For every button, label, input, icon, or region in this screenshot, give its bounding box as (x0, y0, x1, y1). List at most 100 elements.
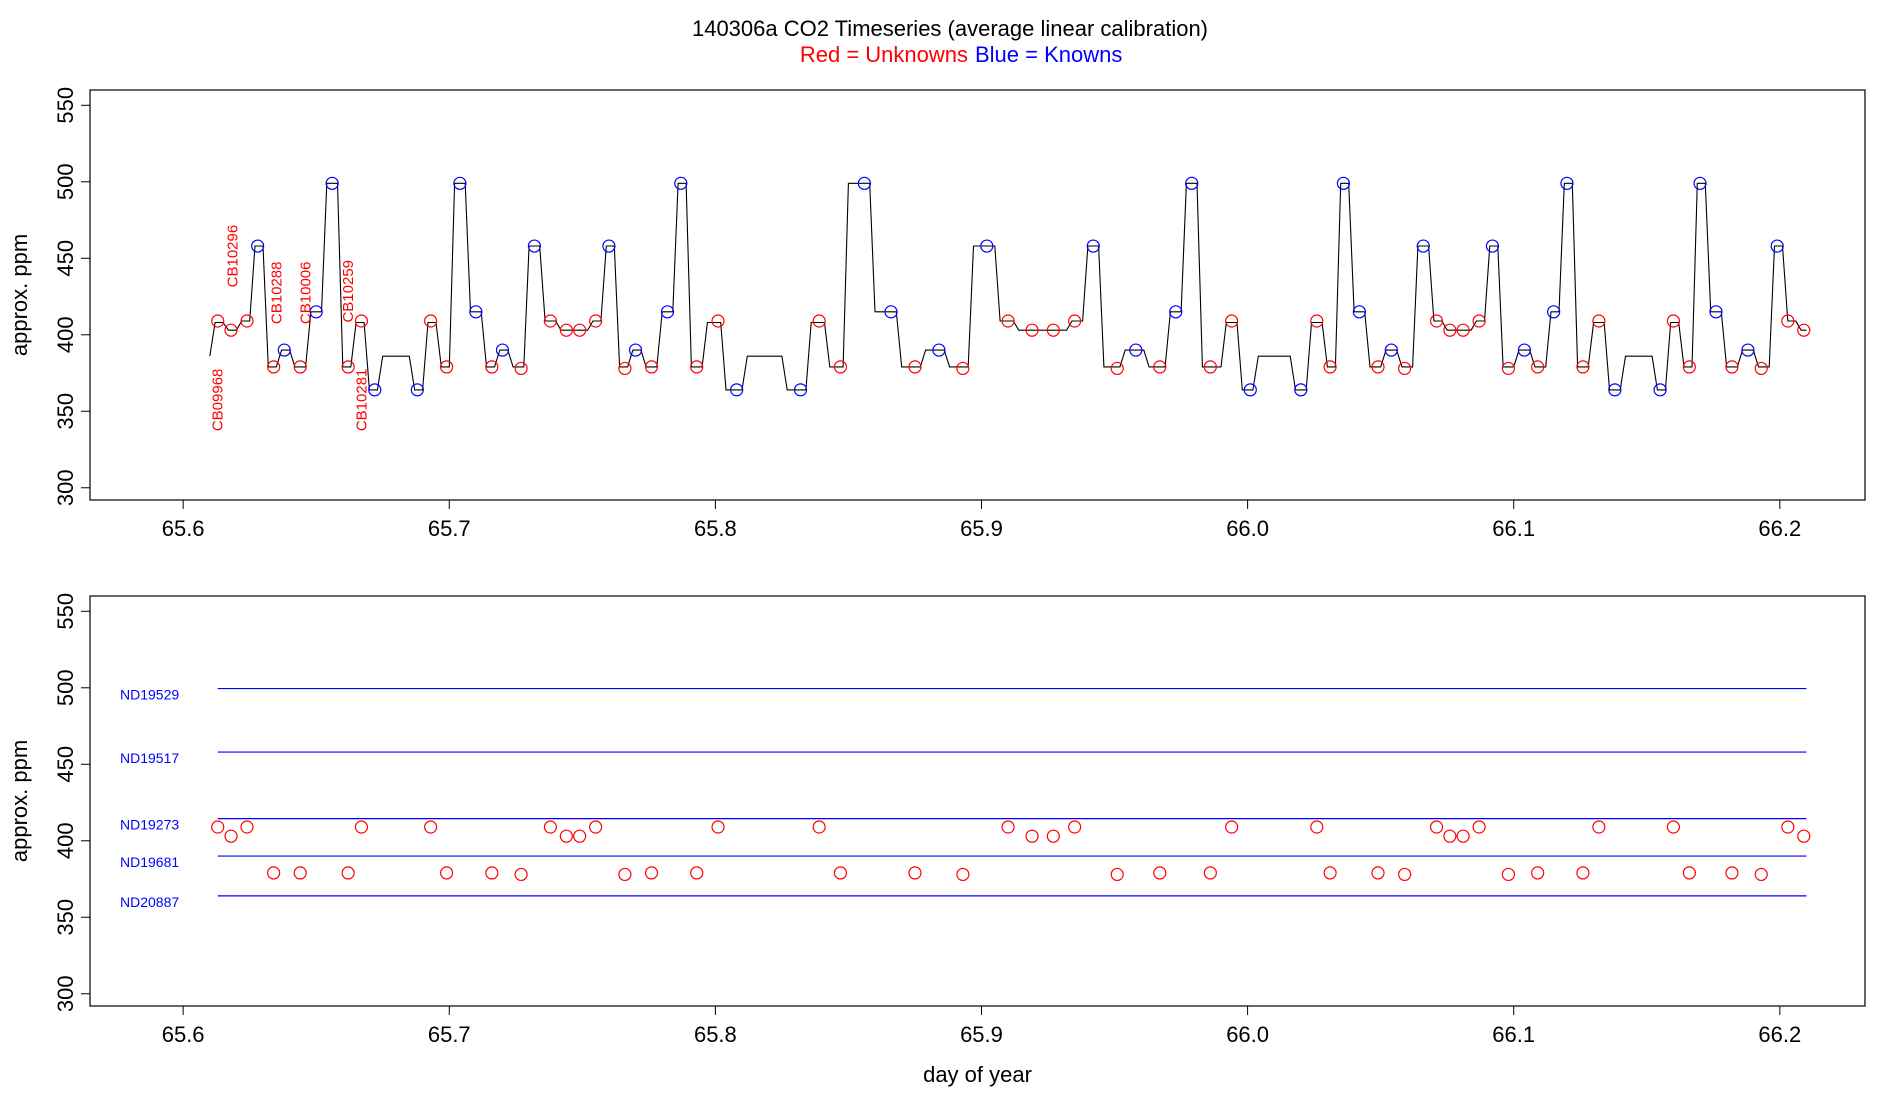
unknown-point (293, 866, 307, 880)
x-tick-label: 66.0 (1226, 516, 1269, 541)
unknown-point (1531, 866, 1545, 880)
unknown-point (1153, 866, 1167, 880)
unknown-point (1225, 314, 1239, 328)
unknown-point (559, 829, 573, 843)
unknown-point (354, 820, 369, 834)
known-point (453, 176, 467, 190)
x-axis-label: day of year (923, 1062, 1032, 1087)
unknown-point (1472, 820, 1486, 834)
unknown-point (573, 323, 587, 337)
known-point (1185, 176, 1199, 190)
unknown-point (543, 820, 557, 834)
x-tick-label: 66.2 (1758, 516, 1801, 541)
unknown-point (644, 866, 659, 880)
unknown-point (690, 866, 704, 880)
unknown-point (211, 820, 225, 834)
legend-unknowns: Red = Unknowns (800, 42, 968, 67)
unknown-point (1371, 360, 1385, 374)
unknown-point (1001, 820, 1015, 834)
known-point (1294, 383, 1308, 397)
y-tick-label: 400 (53, 316, 78, 353)
unknown-point (833, 360, 848, 374)
y-tick-label: 550 (53, 593, 78, 630)
known-point (1352, 305, 1366, 319)
known-point (1243, 383, 1257, 397)
timeseries-panel: 65.6 65.7 65.8 65.9 66.0 66.1 66.2 300 350 400 450… (7, 87, 1866, 541)
unknown-point (1666, 314, 1680, 328)
unknown-point (1456, 323, 1470, 337)
unknown-point (267, 866, 281, 880)
known-point (1709, 305, 1723, 319)
known-point (325, 176, 339, 190)
unknown-point (1068, 314, 1082, 328)
unknown-point (1429, 820, 1444, 834)
known-point (1129, 343, 1143, 357)
unknown-point (573, 829, 587, 843)
unknown-point (1781, 820, 1795, 834)
unknown-point (690, 360, 704, 374)
x-tick-label: 66.1 (1492, 1022, 1535, 1047)
y-tick-label: 400 (53, 822, 78, 859)
y-axis-label: approx. ppm (7, 234, 32, 356)
x-tick-label: 65.9 (960, 516, 1003, 541)
unknown-point (1592, 314, 1606, 328)
known-point (628, 343, 643, 357)
x-tick-label: 65.6 (162, 1022, 205, 1047)
known-point (309, 305, 323, 319)
unknown-point (1456, 829, 1470, 843)
standards-panel: 65.6 65.7 65.8 65.9 66.0 66.1 66.2 300 350 400 450… (7, 593, 1866, 1087)
unknown-point (618, 867, 632, 882)
known-point (674, 176, 688, 190)
unknown-point (1754, 867, 1768, 882)
unknown-point (1501, 361, 1516, 376)
unknown-point (341, 866, 355, 880)
known-point (1086, 239, 1100, 253)
known-point (1547, 305, 1561, 319)
unknown-point (211, 314, 225, 328)
unknown-point (543, 314, 557, 328)
x-tick-label: 66.1 (1492, 516, 1535, 541)
x-tick-label: 65.6 (162, 516, 205, 541)
known-point (527, 239, 542, 253)
unknown-point (1725, 866, 1739, 880)
unknown-point (1398, 361, 1412, 376)
unknown-point (1025, 323, 1039, 337)
unknown-point (354, 314, 369, 328)
x-tick-label: 66.2 (1758, 1022, 1801, 1047)
unknown-point (1323, 866, 1337, 880)
unknown-point (1203, 360, 1217, 374)
known-point (1770, 239, 1784, 253)
known-point (884, 305, 898, 319)
known-point (277, 343, 291, 357)
plot-frame (89, 595, 1866, 1007)
known-point (368, 383, 382, 397)
known-point (1169, 305, 1183, 319)
y-tick-label: 500 (53, 669, 78, 706)
unknown-point (1443, 323, 1457, 337)
unknown-point (1046, 323, 1060, 337)
x-tick-label: 65.8 (694, 1022, 737, 1047)
known-point (1416, 239, 1430, 253)
known-point (469, 305, 483, 319)
unknown-point (1398, 867, 1412, 882)
y-tick-label: 350 (53, 899, 78, 936)
unknown-point (424, 314, 438, 328)
reference-label: ND20887 (120, 894, 179, 910)
unknown-point (833, 866, 848, 880)
unknown-point (514, 867, 528, 882)
x-tick-label: 65.7 (428, 516, 471, 541)
unknown-point (812, 820, 826, 834)
unknown-point (1501, 867, 1516, 882)
y-tick-label: 300 (53, 469, 78, 506)
unknown-point (1429, 314, 1444, 328)
unknown-point (485, 866, 499, 880)
known-point (730, 383, 744, 397)
unknown-point (1153, 360, 1167, 374)
x-tick-label: 65.7 (428, 1022, 471, 1047)
unknown-point (1576, 360, 1590, 374)
unknown-point (267, 360, 281, 374)
unknown-point (1531, 360, 1545, 374)
unknown-point (224, 829, 238, 843)
y-axis-label: approx. ppm (7, 740, 32, 862)
y-tick-label: 300 (53, 975, 78, 1012)
